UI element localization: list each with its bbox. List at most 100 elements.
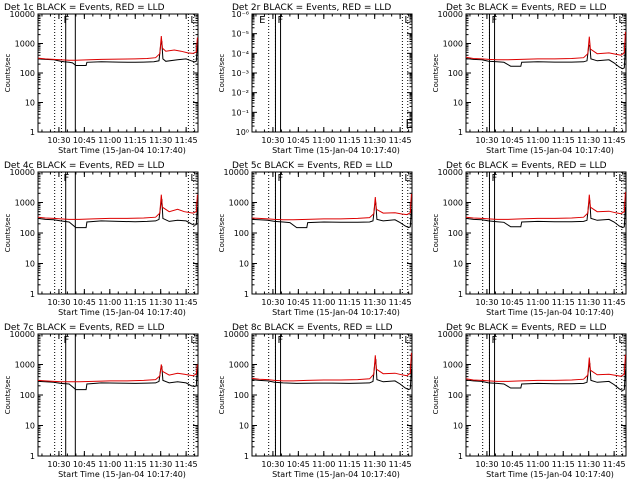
panel-8: Det 8c BLACK = Events, RED = LLD 1 10 100 10… bbox=[218, 323, 413, 479]
x-axis-label: Start Time (15-Jan-04 10:17:40) bbox=[486, 308, 614, 317]
y-tick-label: 1 bbox=[458, 128, 463, 137]
y-tick-label: 1 bbox=[458, 452, 463, 461]
marker-letter-f: F bbox=[63, 15, 69, 26]
marker-letter-f: F bbox=[63, 335, 69, 346]
x-tick-label: 10:45 bbox=[501, 136, 524, 145]
y-tick-label: 10000 bbox=[10, 10, 35, 19]
y-tick-label: 10 bbox=[25, 422, 35, 431]
panel-title: Det 5c BLACK = Events, RED = LLD bbox=[232, 161, 393, 171]
plot-frame bbox=[465, 13, 627, 133]
x-tick-label: 11:45 bbox=[603, 460, 626, 469]
y-tick-label: 1 bbox=[244, 290, 249, 299]
y-axis-label: Counts/sec bbox=[4, 214, 12, 253]
lld-series-line bbox=[251, 193, 412, 221]
x-axis-ticks: 10:30 10:45 11:00 11:15 11:30 11:45 bbox=[469, 172, 626, 307]
marker-letter-l: L bbox=[190, 173, 196, 184]
panel-title: Det 9c BLACK = Events, RED = LLD bbox=[446, 323, 607, 333]
marker-letter-l: L bbox=[618, 15, 624, 26]
y-tick-label: 1000 bbox=[229, 199, 249, 208]
y-tick-label: 100 bbox=[20, 229, 35, 238]
y-tick-label: 100 bbox=[448, 229, 463, 238]
x-axis-ticks: 10:30 10:45 11:00 11:15 11:30 11:45 bbox=[41, 172, 198, 307]
y-tick-label: 10000 bbox=[10, 330, 35, 339]
x-tick-label: 11:00 bbox=[98, 298, 121, 307]
x-tick-label: 10:45 bbox=[287, 136, 310, 145]
y-tick-label: 100 bbox=[234, 391, 249, 400]
x-tick-label: 11:15 bbox=[552, 460, 575, 469]
y-tick-label: 1000 bbox=[15, 199, 35, 208]
x-tick-label: 11:15 bbox=[338, 136, 361, 145]
plot-frame bbox=[251, 171, 413, 295]
x-axis-label: Start Time (15-Jan-04 10:17:40) bbox=[272, 308, 400, 317]
y-tick-label: 10000 bbox=[438, 168, 463, 177]
x-tick-label: 10:30 bbox=[261, 460, 284, 469]
y-tick-label: 1000 bbox=[443, 361, 463, 370]
x-tick-label: 10:30 bbox=[475, 136, 498, 145]
x-tick-label: 11:45 bbox=[603, 298, 626, 307]
y-tick-label: 10 bbox=[453, 260, 463, 269]
y-axis-label: Counts/sec bbox=[432, 54, 440, 93]
x-tick-label: 10:45 bbox=[73, 136, 96, 145]
y-axis-ticks: 1 10 100 1000 10000 bbox=[224, 168, 412, 299]
panel-3: Det 3c BLACK = Events, RED = LLD 1 10 100 10… bbox=[432, 3, 627, 155]
marker-letter-f: F bbox=[491, 15, 497, 26]
marker-letter-f: F bbox=[491, 173, 497, 184]
x-tick-label: 11:30 bbox=[577, 298, 600, 307]
x-tick-label: 11:30 bbox=[363, 460, 386, 469]
x-tick-label: 10:45 bbox=[287, 460, 310, 469]
y-tick-label: 10⁻³ bbox=[231, 69, 249, 78]
lld-series-line bbox=[465, 354, 626, 382]
marker-letter-f: F bbox=[277, 335, 283, 346]
y-tick-label: 10000 bbox=[224, 330, 249, 339]
plot-frame bbox=[37, 13, 199, 133]
plot-frame bbox=[465, 171, 627, 295]
y-axis-ticks: 1 10 100 1000 10000 bbox=[10, 330, 198, 461]
y-tick-label: 10 bbox=[239, 422, 249, 431]
y-tick-label: 10⁻¹ bbox=[231, 108, 249, 117]
x-tick-label: 10:30 bbox=[47, 136, 70, 145]
y-tick-label: 1000 bbox=[443, 199, 463, 208]
lld-series-line bbox=[37, 35, 198, 61]
y-axis-label: Counts/sec bbox=[432, 376, 440, 415]
y-tick-label: 1000 bbox=[15, 40, 35, 49]
y-tick-label: 1 bbox=[30, 452, 35, 461]
x-axis-label: Start Time (15-Jan-04 10:17:40) bbox=[486, 470, 614, 479]
panel-4: Det 4c BLACK = Events, RED = LLD 1 10 100 10… bbox=[4, 161, 199, 317]
x-tick-label: 11:45 bbox=[389, 460, 412, 469]
x-tick-label: 11:45 bbox=[175, 460, 198, 469]
y-tick-label: 10⁻⁴ bbox=[231, 49, 249, 58]
x-axis-label: Start Time (15-Jan-04 10:17:40) bbox=[58, 470, 186, 479]
x-axis-ticks: 10:30 10:45 11:00 11:15 11:30 11:45 bbox=[255, 14, 412, 145]
x-tick-label: 10:45 bbox=[287, 298, 310, 307]
x-tick-label: 10:45 bbox=[73, 298, 96, 307]
y-axis-label: Counts/sec bbox=[218, 376, 226, 415]
y-tick-label: 1000 bbox=[229, 361, 249, 370]
y-tick-label: 1000 bbox=[15, 361, 35, 370]
y-tick-label: 100 bbox=[448, 69, 463, 78]
x-tick-label: 10:30 bbox=[261, 298, 284, 307]
plot-frame bbox=[465, 333, 627, 457]
y-tick-label: 1 bbox=[30, 290, 35, 299]
x-tick-label: 11:30 bbox=[363, 136, 386, 145]
y-tick-label: 10⁻² bbox=[231, 89, 249, 98]
y-tick-label: 1 bbox=[30, 128, 35, 137]
x-tick-label: 11:30 bbox=[149, 460, 172, 469]
x-tick-label: 11:00 bbox=[312, 460, 335, 469]
x-tick-label: 11:00 bbox=[98, 460, 121, 469]
x-tick-label: 10:45 bbox=[501, 460, 524, 469]
marker-letter-f: F bbox=[277, 15, 283, 26]
events-series-line bbox=[465, 199, 626, 229]
panel-title: Det 2r BLACK = Events, RED = LLD bbox=[232, 3, 391, 13]
y-tick-label: 100 bbox=[234, 229, 249, 238]
y-tick-label: 10 bbox=[453, 99, 463, 108]
x-axis-ticks: 10:30 10:45 11:00 11:15 11:30 11:45 bbox=[41, 334, 198, 469]
marker-letter-e: E bbox=[406, 117, 414, 131]
events-series-line bbox=[251, 202, 412, 229]
y-axis-ticks: 1 10 100 1000 10000 bbox=[438, 10, 626, 137]
y-tick-label: 10 bbox=[453, 422, 463, 431]
y-axis-label: Counts/sec bbox=[4, 376, 12, 415]
x-tick-label: 11:30 bbox=[149, 136, 172, 145]
x-tick-label: 11:00 bbox=[526, 460, 549, 469]
x-tick-label: 11:45 bbox=[175, 298, 198, 307]
